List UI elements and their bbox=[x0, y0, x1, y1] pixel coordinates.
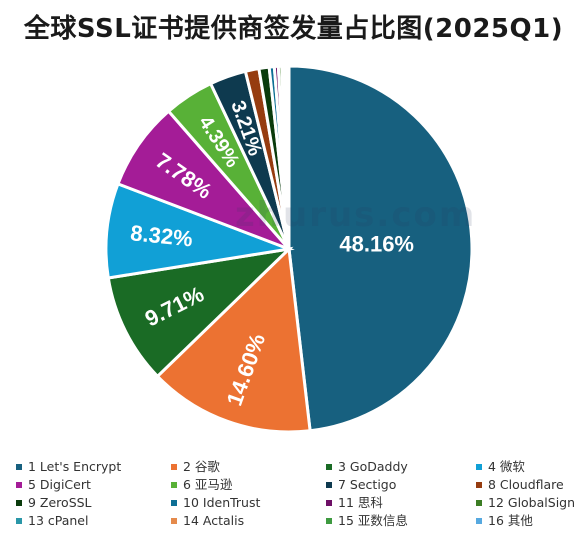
pie-slice bbox=[104, 181, 295, 280]
legend-entry: 8 Cloudflare bbox=[476, 476, 581, 494]
legend-entry: 12 GlobalSign bbox=[476, 494, 581, 512]
legend-entry: 7 Sectigo bbox=[326, 476, 476, 494]
legend-entry: 15 亚数信息 bbox=[326, 512, 476, 530]
legend-entry: 3 GoDaddy bbox=[326, 458, 476, 476]
legend-label: 9 ZeroSSL bbox=[28, 495, 92, 510]
legend-swatch bbox=[326, 482, 332, 488]
legend-label: 13 cPanel bbox=[28, 513, 89, 528]
legend-label: 14 Actalis bbox=[183, 513, 245, 528]
legend-swatch bbox=[171, 464, 177, 470]
legend-label: 10 IdenTrust bbox=[183, 495, 261, 510]
legend-swatch bbox=[16, 464, 22, 470]
legend-entry: 13 cPanel bbox=[16, 512, 171, 530]
pie-slice bbox=[106, 246, 294, 379]
legend-swatch bbox=[476, 518, 482, 524]
legend-swatch bbox=[171, 500, 177, 506]
legend-entry: 6 亚马逊 bbox=[171, 476, 326, 494]
legend-swatch bbox=[171, 518, 177, 524]
legend-label: 2 谷歌 bbox=[183, 459, 220, 474]
legend-label: 16 其他 bbox=[488, 513, 533, 528]
legend-swatch bbox=[326, 500, 332, 506]
legend-entry: 1 Let's Encrypt bbox=[16, 458, 171, 476]
legend-label: 8 Cloudflare bbox=[488, 477, 564, 492]
legend-entry: 9 ZeroSSL bbox=[16, 494, 171, 512]
legend-swatch bbox=[16, 500, 22, 506]
legend-swatch bbox=[171, 482, 177, 488]
legend-entry: 2 谷歌 bbox=[171, 458, 326, 476]
legend-label: 1 Let's Encrypt bbox=[28, 459, 122, 474]
legend-label: 12 GlobalSign bbox=[488, 495, 576, 510]
legend-label: 7 Sectigo bbox=[338, 477, 397, 492]
slice-data-label: 48.16% bbox=[339, 231, 414, 256]
legend-entry: 16 其他 bbox=[476, 512, 581, 530]
legend-entry: 4 微软 bbox=[476, 458, 581, 476]
legend-swatch bbox=[326, 518, 332, 524]
legend-entry: 14 Actalis bbox=[171, 512, 326, 530]
legend-swatch bbox=[476, 500, 482, 506]
legend-label: 3 GoDaddy bbox=[338, 459, 408, 474]
legend-swatch bbox=[326, 464, 332, 470]
legend-label: 11 思科 bbox=[338, 495, 383, 510]
legend-label: 6 亚马逊 bbox=[183, 477, 233, 492]
legend-swatch bbox=[476, 464, 482, 470]
legend-entry: 11 思科 bbox=[326, 494, 476, 512]
chart-legend: 1 Let's Encrypt 2 谷歌 3 GoDaddy 4 微软 5 DigiCe… bbox=[16, 458, 581, 530]
watermark: zhurus.com bbox=[235, 195, 477, 235]
pie-slice bbox=[155, 245, 312, 434]
chart-title: 全球SSL证书提供商签发量占比图(2025Q1) bbox=[23, 14, 564, 44]
legend-label: 4 微软 bbox=[488, 459, 525, 474]
legend-entry: 10 IdenTrust bbox=[171, 494, 326, 512]
legend-label: 5 DigiCert bbox=[28, 477, 91, 492]
legend-swatch bbox=[476, 482, 482, 488]
legend-swatch bbox=[16, 482, 22, 488]
legend-entry: 5 DigiCert bbox=[16, 476, 171, 494]
legend-label: 15 亚数信息 bbox=[338, 513, 408, 528]
legend-swatch bbox=[16, 518, 22, 524]
pie-slice bbox=[287, 64, 474, 433]
pie-slice bbox=[286, 64, 291, 250]
